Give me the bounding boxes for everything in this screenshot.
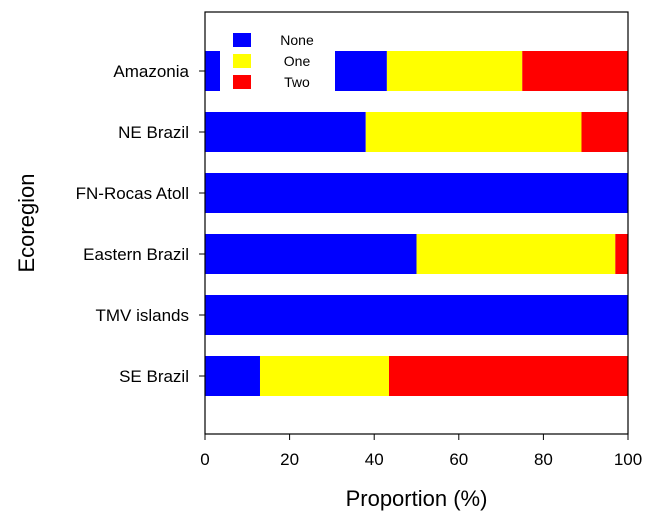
legend-swatch-one	[233, 54, 251, 68]
x-axis-label: Proportion (%)	[346, 486, 488, 511]
plot-area-frame	[204, 11, 629, 435]
bar-tmv-islands-none	[205, 295, 628, 335]
bar-amazonia-one	[386, 51, 523, 91]
bar-fn-rocas-atoll-none	[205, 173, 628, 213]
x-tick-label-60: 60	[449, 450, 468, 469]
y-tick-label-eastern-brazil: Eastern Brazil	[83, 245, 189, 264]
legend-label-two: Two	[284, 74, 310, 90]
bar-se-brazil-one	[259, 356, 390, 396]
legend-label-none: None	[280, 32, 314, 48]
x-tick-label-80: 80	[534, 450, 553, 469]
y-tick-label-amazonia: Amazonia	[113, 62, 189, 81]
bar-ne-brazil-two	[581, 112, 628, 152]
y-tick-label-fn-rocas-atoll: FN-Rocas Atoll	[76, 184, 189, 203]
bar-se-brazil-none	[205, 356, 260, 396]
bars-layer	[205, 51, 628, 396]
x-axis: 0 20 40 60 80 100	[200, 434, 642, 469]
bar-amazonia-two	[522, 51, 628, 91]
bar-ne-brazil-none	[205, 112, 366, 152]
legend-swatch-two	[233, 75, 251, 89]
y-axis: Amazonia NE Brazil FN-Rocas Atoll Eastern B…	[76, 62, 205, 386]
bar-eastern-brazil-none	[205, 234, 417, 274]
x-tick-label-20: 20	[280, 450, 299, 469]
y-tick-label-tmv-islands: TMV islands	[95, 306, 189, 325]
bar-ne-brazil-one	[365, 112, 582, 152]
bar-se-brazil-two	[389, 356, 628, 396]
y-tick-label-se-brazil: SE Brazil	[119, 367, 189, 386]
x-tick-label-100: 100	[614, 450, 642, 469]
legend-label-one: One	[284, 53, 311, 69]
bar-eastern-brazil-one	[416, 234, 616, 274]
x-tick-label-40: 40	[365, 450, 384, 469]
y-tick-label-ne-brazil: NE Brazil	[118, 123, 189, 142]
legend-swatch-none	[233, 33, 251, 47]
y-axis-label: Ecoregion	[14, 173, 39, 272]
x-tick-label-0: 0	[200, 450, 209, 469]
legend: None One Two	[220, 26, 335, 98]
bar-eastern-brazil-two	[615, 234, 628, 274]
